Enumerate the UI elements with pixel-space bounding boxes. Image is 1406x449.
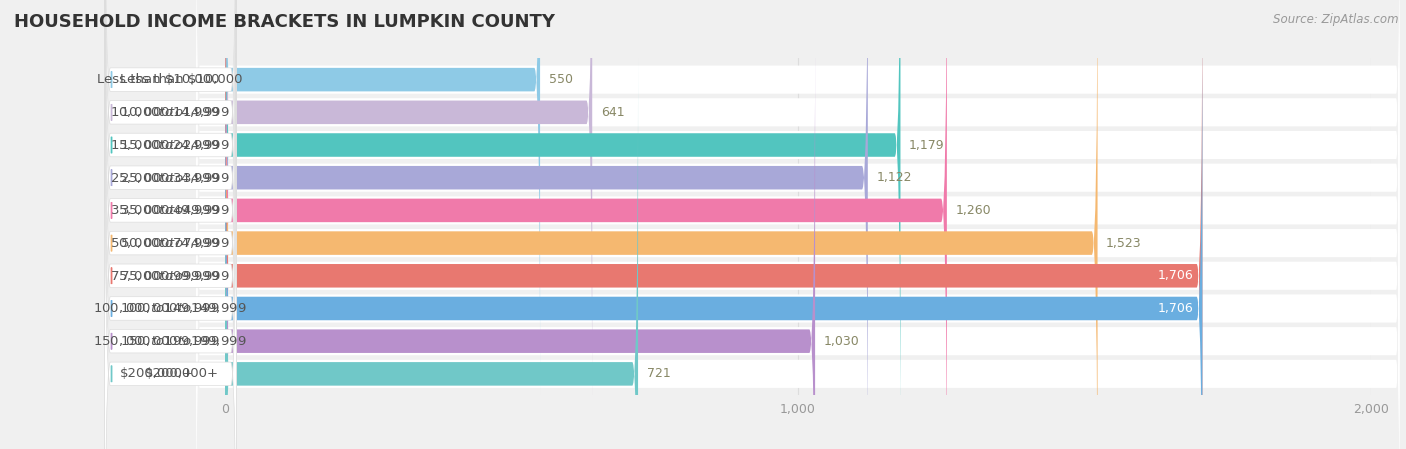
Text: $75,000 to $99,999: $75,000 to $99,999 <box>120 269 229 283</box>
FancyBboxPatch shape <box>225 0 900 449</box>
FancyBboxPatch shape <box>225 0 868 449</box>
Text: 1,260: 1,260 <box>956 204 991 217</box>
FancyBboxPatch shape <box>104 0 236 449</box>
Text: $50,000 to $74,999: $50,000 to $74,999 <box>120 236 229 250</box>
Text: Less than $10,000: Less than $10,000 <box>120 73 242 86</box>
Text: 1,030: 1,030 <box>824 335 859 348</box>
Text: $100,000 to $149,999: $100,000 to $149,999 <box>120 301 246 316</box>
FancyBboxPatch shape <box>104 0 236 395</box>
FancyBboxPatch shape <box>197 0 1399 327</box>
Text: $35,000 to $49,999: $35,000 to $49,999 <box>110 203 219 217</box>
Text: $10,000 to $14,999: $10,000 to $14,999 <box>120 106 229 119</box>
FancyBboxPatch shape <box>104 0 236 427</box>
Text: $200,000+: $200,000+ <box>120 367 194 380</box>
FancyBboxPatch shape <box>225 0 1202 449</box>
Text: $25,000 to $34,999: $25,000 to $34,999 <box>120 171 229 185</box>
Text: $25,000 to $34,999: $25,000 to $34,999 <box>110 171 219 185</box>
FancyBboxPatch shape <box>197 0 1399 262</box>
Text: 721: 721 <box>647 367 671 380</box>
FancyBboxPatch shape <box>197 126 1399 449</box>
Text: $50,000 to $74,999: $50,000 to $74,999 <box>110 236 219 250</box>
Text: $35,000 to $49,999: $35,000 to $49,999 <box>120 203 229 217</box>
Text: $15,000 to $24,999: $15,000 to $24,999 <box>120 138 229 152</box>
FancyBboxPatch shape <box>104 0 236 449</box>
Text: $15,000 to $24,999: $15,000 to $24,999 <box>110 138 219 152</box>
FancyBboxPatch shape <box>225 0 592 427</box>
FancyBboxPatch shape <box>197 94 1399 449</box>
FancyBboxPatch shape <box>197 159 1399 449</box>
Text: HOUSEHOLD INCOME BRACKETS IN LUMPKIN COUNTY: HOUSEHOLD INCOME BRACKETS IN LUMPKIN COU… <box>14 13 555 31</box>
Text: $150,000 to $199,999: $150,000 to $199,999 <box>93 334 219 348</box>
FancyBboxPatch shape <box>225 0 540 395</box>
Text: 1,122: 1,122 <box>876 171 912 184</box>
FancyBboxPatch shape <box>225 0 1098 449</box>
FancyBboxPatch shape <box>225 59 638 449</box>
FancyBboxPatch shape <box>104 0 236 449</box>
Text: 1,523: 1,523 <box>1107 237 1142 250</box>
Text: 550: 550 <box>548 73 572 86</box>
FancyBboxPatch shape <box>197 28 1399 392</box>
FancyBboxPatch shape <box>225 26 815 449</box>
Text: $150,000 to $199,999: $150,000 to $199,999 <box>120 334 246 348</box>
Text: $100,000 to $149,999: $100,000 to $149,999 <box>93 301 219 316</box>
Text: $200,000+: $200,000+ <box>145 367 219 380</box>
FancyBboxPatch shape <box>104 59 236 449</box>
Text: 641: 641 <box>600 106 624 119</box>
Text: Source: ZipAtlas.com: Source: ZipAtlas.com <box>1274 13 1399 26</box>
Text: 1,706: 1,706 <box>1159 269 1194 282</box>
FancyBboxPatch shape <box>104 0 236 449</box>
Text: $10,000 to $14,999: $10,000 to $14,999 <box>110 106 219 119</box>
Text: $75,000 to $99,999: $75,000 to $99,999 <box>110 269 219 283</box>
FancyBboxPatch shape <box>104 0 236 449</box>
Text: 1,706: 1,706 <box>1159 302 1194 315</box>
FancyBboxPatch shape <box>225 0 1202 449</box>
FancyBboxPatch shape <box>197 61 1399 425</box>
FancyBboxPatch shape <box>104 0 236 449</box>
FancyBboxPatch shape <box>197 0 1399 295</box>
Text: 1,179: 1,179 <box>910 138 945 151</box>
FancyBboxPatch shape <box>197 0 1399 360</box>
FancyBboxPatch shape <box>197 192 1399 449</box>
FancyBboxPatch shape <box>225 0 946 449</box>
Text: Less than $10,000: Less than $10,000 <box>97 73 219 86</box>
FancyBboxPatch shape <box>104 26 236 449</box>
